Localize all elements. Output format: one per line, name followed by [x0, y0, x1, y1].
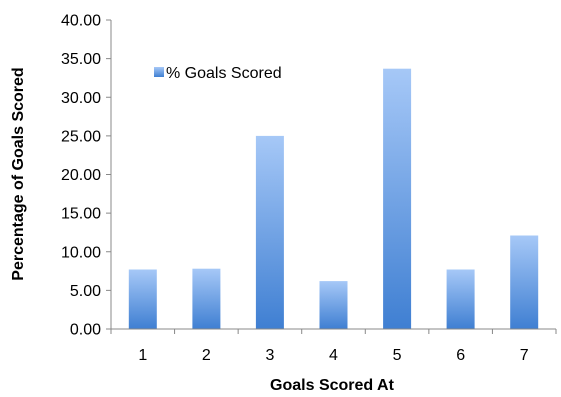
y-tick-label: 25.00 — [61, 128, 101, 145]
legend-label: % Goals Scored — [166, 65, 282, 82]
x-tick-labels: 1 2 3 4 5 6 7 — [138, 347, 528, 364]
bars-layer — [128, 68, 539, 329]
x-tick-label: 2 — [202, 347, 211, 364]
y-tick-label: 40.00 — [61, 13, 101, 30]
bar-6 — [446, 269, 475, 329]
x-tick-label: 6 — [456, 347, 465, 364]
bar-5 — [383, 68, 412, 329]
legend: % Goals Scored — [154, 65, 282, 82]
x-tick-label: 1 — [138, 347, 147, 364]
y-axis-title: Percentage of Goals Scored — [10, 67, 27, 280]
y-tick-label: 35.00 — [61, 51, 101, 68]
x-tick-label: 3 — [265, 347, 274, 364]
x-tick-label: 5 — [393, 347, 402, 364]
bar-1 — [128, 269, 157, 329]
x-axis-title: Goals Scored At — [270, 377, 395, 394]
bar-3 — [255, 135, 284, 329]
y-tick-label: 30.00 — [61, 90, 101, 107]
y-tick-label: 10.00 — [61, 244, 101, 261]
x-tick-label: 4 — [329, 347, 338, 364]
x-tick-label: 7 — [520, 347, 529, 364]
bar-7 — [510, 235, 539, 329]
y-tick-label: 0.00 — [70, 322, 101, 339]
axes-layer — [106, 19, 557, 334]
y-tick-label: 15.00 — [61, 206, 101, 223]
bar-4 — [319, 281, 348, 329]
bar-2 — [192, 268, 221, 329]
y-tick-label: 5.00 — [70, 283, 101, 300]
y-tick-label: 20.00 — [61, 167, 101, 184]
y-tick-labels: 0.00 5.00 10.00 15.00 20.00 25.00 30.00 35.00 40… — [61, 13, 101, 339]
legend-swatch — [154, 67, 164, 77]
